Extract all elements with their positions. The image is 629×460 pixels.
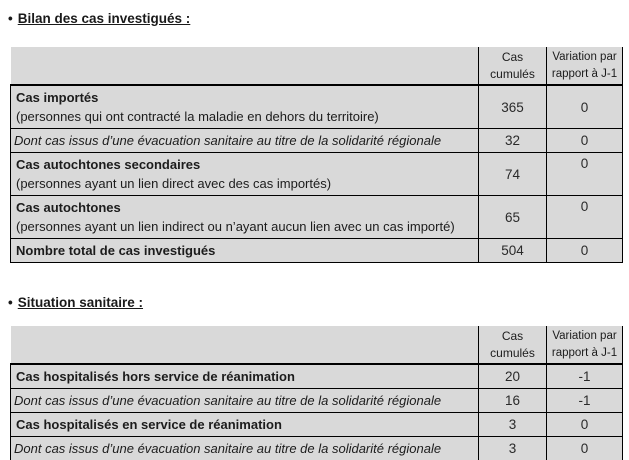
header-row: Cas cumulés Variation par rapport à J-1 bbox=[10, 47, 623, 86]
variation-cell: 0 bbox=[546, 238, 623, 263]
section-title-situation: • Situation sanitaire : bbox=[8, 294, 629, 311]
row-sublabel: (personnes ayant un lien direct avec des… bbox=[16, 176, 332, 191]
cas-cumules-cell: 74 bbox=[478, 152, 547, 196]
health-situation-table: Cas cumulés Variation par rapport à J-1 … bbox=[10, 326, 623, 460]
header-empty-cell bbox=[10, 47, 479, 86]
cas-cumules-cell: 504 bbox=[478, 238, 547, 263]
table-row: Cas hospitalisés en service de réanimati… bbox=[10, 412, 623, 437]
row-label-cell: Cas hospitalisés hors service de réanima… bbox=[10, 363, 479, 389]
row-label: Cas importés bbox=[16, 90, 99, 105]
header-row: Cas cumulés Variation par rapport à J-1 bbox=[10, 326, 623, 365]
table-row: Dont cas issus d’une évacuation sanitair… bbox=[10, 128, 623, 153]
row-label: Cas autochtones secondaires bbox=[16, 157, 201, 172]
section-title-bilan: • Bilan des cas investigués : bbox=[8, 0, 629, 27]
row-label: Cas autochtones bbox=[16, 200, 121, 215]
column-header-variation: Variation par rapport à J-1 bbox=[546, 326, 623, 365]
row-sublabel: (personnes ayant un lien indirect ou n’a… bbox=[16, 219, 455, 234]
column-header-cas-cumules: Cas cumulés bbox=[478, 47, 547, 86]
table-row-total: Nombre total de cas investigués 504 0 bbox=[10, 238, 623, 263]
bullet-icon: • bbox=[8, 11, 13, 26]
variation-cell: 0 bbox=[546, 412, 623, 437]
section-title-text: Bilan des cas investigués : bbox=[17, 11, 191, 26]
table-row: Cas importés (personnes qui ont contract… bbox=[10, 84, 623, 129]
row-label-cell: Dont cas issus d’une évacuation sanitair… bbox=[10, 128, 479, 153]
cas-cumules-cell: 3 bbox=[478, 412, 547, 437]
cas-cumules-cell: 365 bbox=[478, 84, 547, 129]
table-row: Dont cas issus d’une évacuation sanitair… bbox=[10, 388, 623, 413]
variation-cell: 0 bbox=[546, 152, 623, 196]
row-label-cell: Cas importés (personnes qui ont contract… bbox=[10, 84, 479, 129]
bullet-icon: • bbox=[8, 295, 13, 310]
variation-cell: -1 bbox=[546, 388, 623, 413]
row-label-cell: Dont cas issus d’une évacuation sanitair… bbox=[10, 436, 479, 460]
variation-cell: 0 bbox=[546, 195, 623, 239]
row-label-cell: Cas hospitalisés en service de réanimati… bbox=[10, 412, 479, 437]
column-header-cas-cumules: Cas cumulés bbox=[478, 326, 547, 365]
table-row: Cas autochtones secondaires (personnes a… bbox=[10, 152, 623, 196]
cas-cumules-cell: 65 bbox=[478, 195, 547, 239]
row-label-cell: Cas autochtones secondaires (personnes a… bbox=[10, 152, 479, 196]
investigated-cases-table: Cas cumulés Variation par rapport à J-1 … bbox=[10, 47, 623, 263]
column-header-variation: Variation par rapport à J-1 bbox=[546, 47, 623, 86]
row-label-cell: Cas autochtones (personnes ayant un lien… bbox=[10, 195, 479, 239]
cas-cumules-cell: 16 bbox=[478, 388, 547, 413]
row-label-cell: Dont cas issus d’une évacuation sanitair… bbox=[10, 388, 479, 413]
variation-cell: 0 bbox=[546, 128, 623, 153]
table-row: Cas autochtones (personnes ayant un lien… bbox=[10, 195, 623, 239]
row-label-cell: Nombre total de cas investigués bbox=[10, 238, 479, 263]
cas-cumules-cell: 20 bbox=[478, 363, 547, 389]
cas-cumules-cell: 3 bbox=[478, 436, 547, 460]
variation-cell: 0 bbox=[546, 436, 623, 460]
section-title-text: Situation sanitaire : bbox=[17, 295, 144, 310]
header-empty-cell bbox=[10, 326, 479, 365]
variation-cell: 0 bbox=[546, 84, 623, 129]
variation-cell: -1 bbox=[546, 363, 623, 389]
table-row: Cas hospitalisés hors service de réanima… bbox=[10, 363, 623, 389]
table-row: Dont cas issus d’une évacuation sanitair… bbox=[10, 436, 623, 460]
row-sublabel: (personnes qui ont contracté la maladie … bbox=[16, 109, 379, 124]
cas-cumules-cell: 32 bbox=[478, 128, 547, 153]
